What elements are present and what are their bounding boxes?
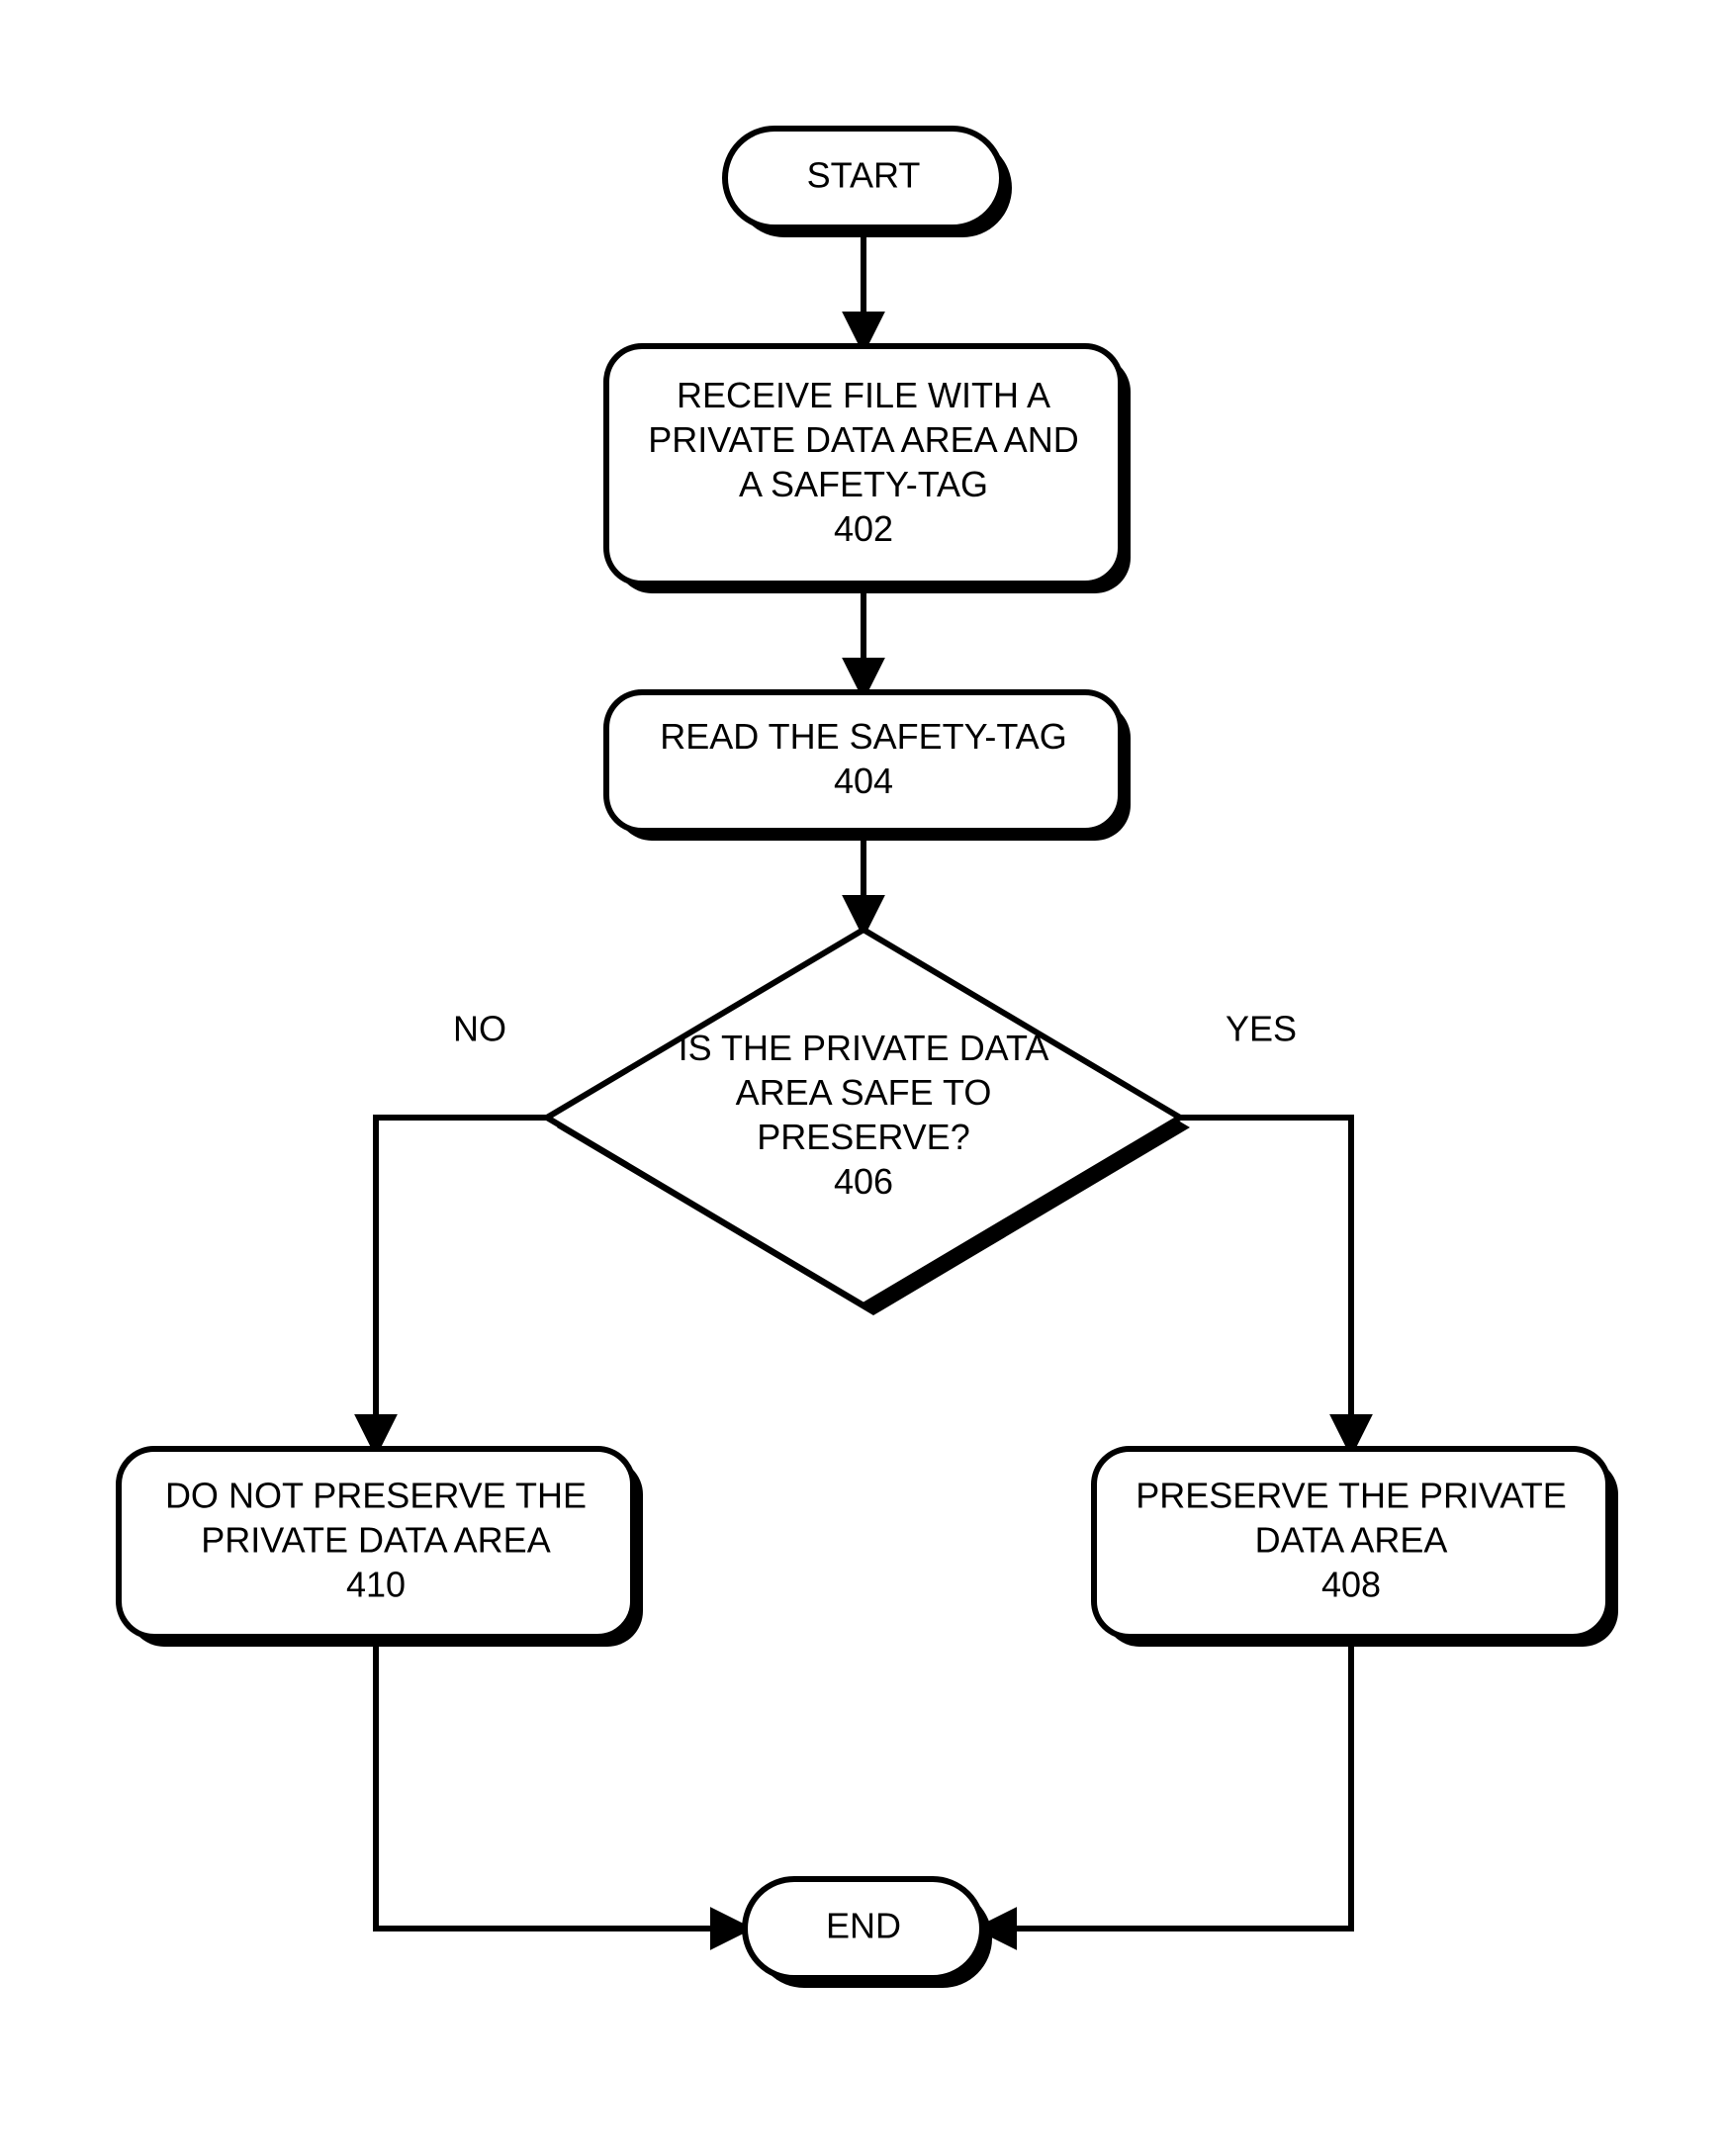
edge [376,1637,745,1929]
node-text: PRESERVE THE PRIVATE [1136,1476,1566,1516]
node-text: 404 [834,761,893,801]
node-text: PRIVATE DATA AREA AND [648,419,1078,460]
node-text: DATA AREA [1255,1520,1448,1561]
node-text: PRIVATE DATA AREA [201,1520,550,1561]
edge [982,1637,1351,1929]
node-text: 408 [1321,1565,1381,1605]
edge [376,1118,547,1449]
node-text: 410 [346,1565,406,1605]
node-text: A SAFETY-TAG [739,464,988,504]
node-text: PRESERVE? [757,1117,969,1157]
node-text: DO NOT PRESERVE THE [165,1476,587,1516]
node-text: RECEIVE FILE WITH A [677,375,1050,415]
edge-label: YES [1226,1009,1297,1049]
edge [1180,1118,1351,1449]
node-text: END [826,1906,901,1946]
edge-label: NO [453,1009,506,1049]
node-text: START [807,155,921,196]
node-text: AREA SAFE TO [736,1072,992,1113]
node-text: 406 [834,1161,893,1202]
node-text: 402 [834,508,893,549]
node-text: IS THE PRIVATE DATA [679,1028,1049,1068]
flowchart-canvas: NOYESSTARTRECEIVE FILE WITH APRIVATE DAT… [0,0,1727,2156]
node-text: READ THE SAFETY-TAG [660,716,1066,757]
